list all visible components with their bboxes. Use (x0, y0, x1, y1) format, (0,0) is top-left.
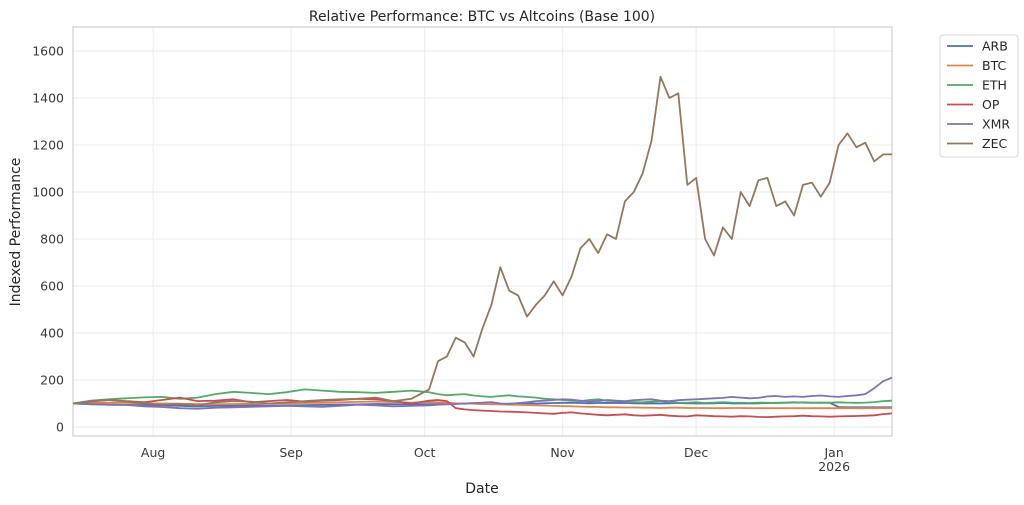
legend-label-xmr: XMR (982, 117, 1010, 132)
series-line-xmr (72, 376, 893, 410)
x-tick-label: Nov (550, 445, 575, 460)
series-lines (72, 75, 893, 418)
legend-label-btc: BTC (982, 58, 1006, 73)
y-tick-label: 600 (40, 279, 64, 294)
y-tick-label: 0 (56, 420, 64, 435)
y-axis-label: Indexed Performance (8, 158, 24, 307)
series-line-eth (72, 388, 893, 405)
y-tick-label: 400 (40, 326, 64, 341)
legend-label-op: OP (982, 97, 1000, 112)
legend-label-arb: ARB (982, 39, 1008, 54)
x-tick-label: Oct (414, 445, 436, 460)
x-tick-label: 2026 (818, 459, 850, 474)
series-line-op (72, 396, 893, 418)
y-axis-ticks: 0 200 400 600 800 1000 1200 1400 1600 (32, 44, 64, 435)
y-tick-label: 1400 (32, 91, 64, 106)
y-tick-label: 1200 (32, 138, 64, 153)
x-tick-label: Sep (279, 445, 303, 460)
chart-title: Relative Performance: BTC vs Altcoins (B… (309, 9, 655, 25)
grid-lines (73, 27, 892, 436)
legend: ARB BTC ETH OP XMR ZEC (939, 34, 1019, 158)
legend-label-eth: ETH (982, 78, 1007, 93)
y-tick-label: 1000 (32, 185, 64, 200)
series-line-btc (72, 400, 892, 410)
y-tick-label: 800 (40, 232, 64, 247)
x-axis-label: Date (465, 481, 498, 497)
x-tick-label: Aug (141, 445, 165, 460)
plot-area (72, 26, 893, 437)
legend-label-zec: ZEC (982, 136, 1007, 151)
y-tick-label: 200 (40, 373, 64, 388)
series-line-zec (72, 75, 892, 407)
y-tick-label: 1600 (32, 44, 64, 59)
x-tick-label: Jan (823, 445, 843, 460)
x-tick-label: Dec (684, 445, 708, 460)
